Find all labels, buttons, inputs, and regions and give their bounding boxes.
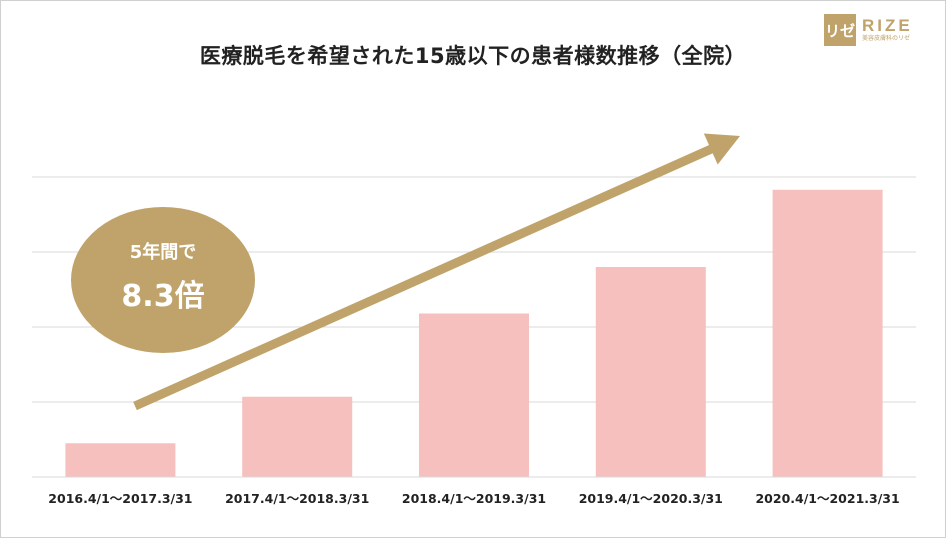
logo-word: RIZE (862, 16, 913, 35)
logo-subtitle: 美容皮膚科のリゼ (862, 35, 911, 42)
growth-badge (71, 207, 255, 353)
rize-logo: リゼ RIZE 美容皮膚科のリゼ (824, 14, 913, 46)
bar (772, 189, 883, 477)
x-tick-label: 2019.4/1～2020.3/31 (579, 491, 723, 506)
x-tick-label: 2016.4/1～2017.3/31 (48, 491, 192, 506)
x-tick-label: 2018.4/1～2019.3/31 (402, 491, 546, 506)
logo-mark: リゼ (824, 14, 856, 46)
bar (595, 267, 706, 477)
x-tick-label: 2017.4/1～2018.3/31 (225, 491, 369, 506)
x-tick-label: 2020.4/1～2021.3/31 (755, 491, 899, 506)
bar (65, 443, 176, 477)
trend-arrow-shaft (133, 141, 720, 411)
bar (242, 396, 353, 477)
bar (419, 313, 529, 477)
chart-title: 医療脱毛を希望された15歳以下の患者様数推移（全院） (199, 44, 747, 68)
trend-arrow-head (703, 133, 740, 165)
badge-line1: 5年間で (130, 241, 197, 263)
badge-line2: 8.3倍 (121, 279, 204, 314)
logo-text: RIZE 美容皮膚科のリゼ (862, 17, 913, 43)
